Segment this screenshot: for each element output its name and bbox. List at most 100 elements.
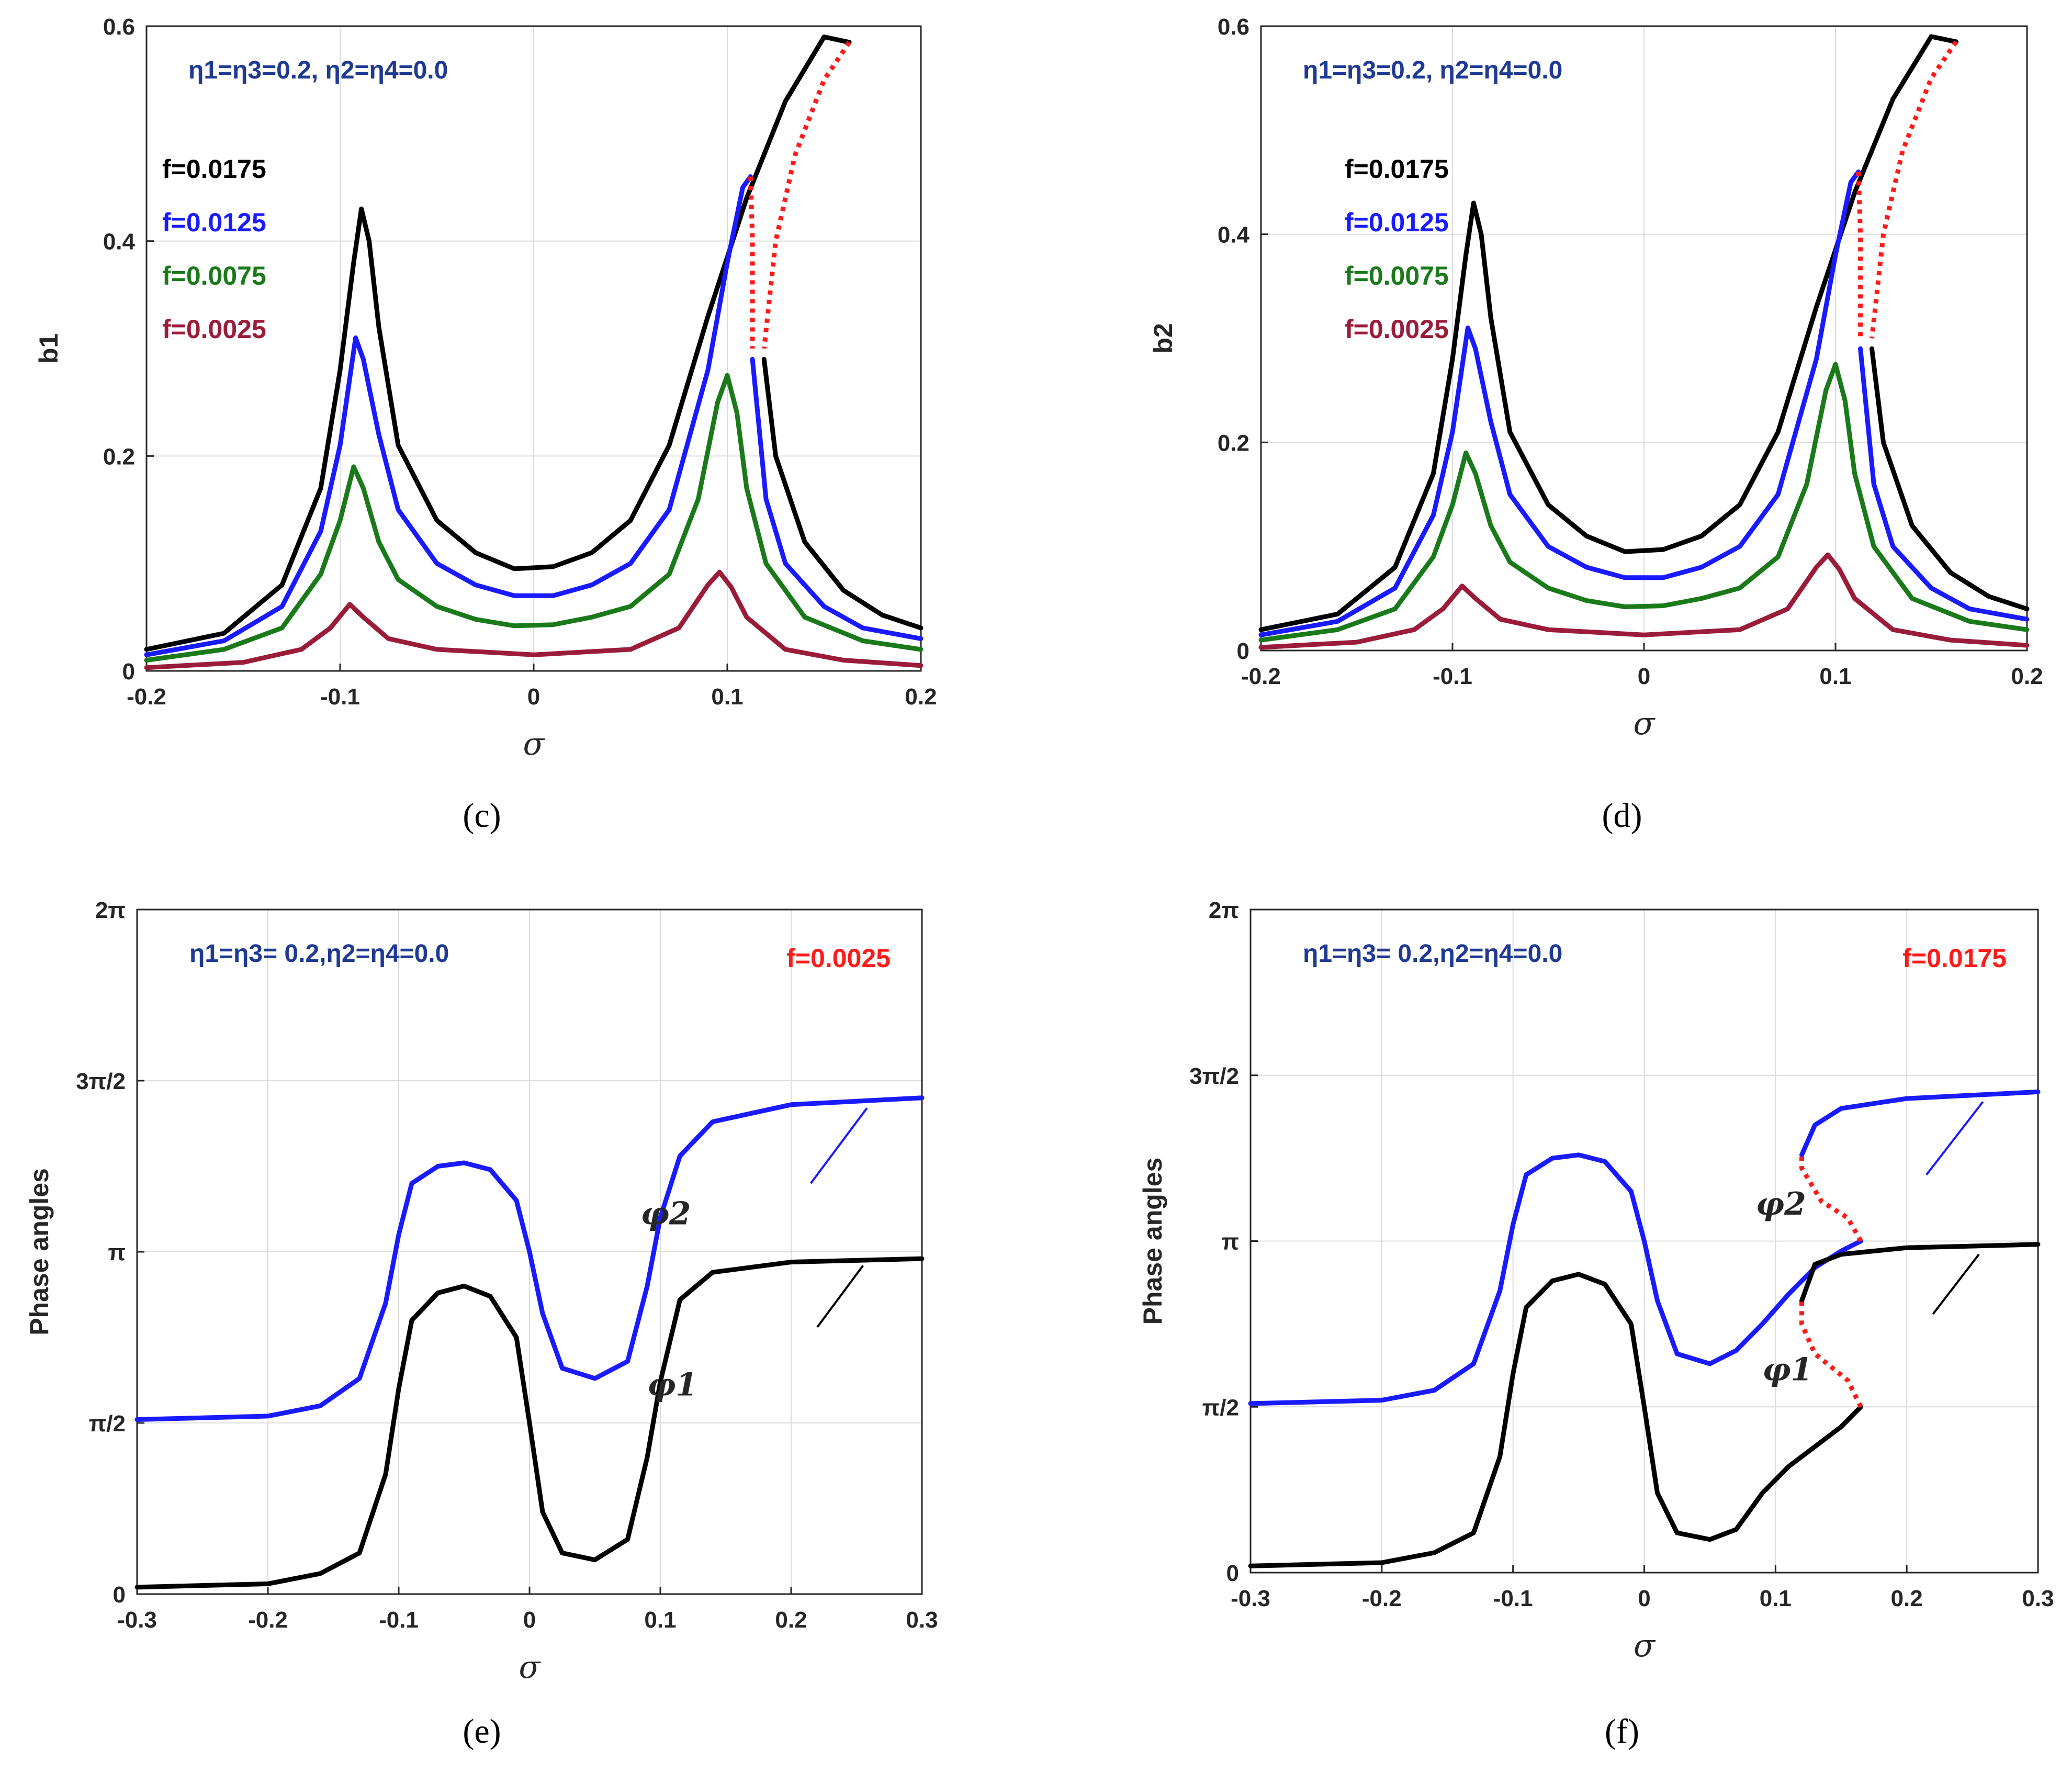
x-tick-label: 0.2 (775, 1607, 807, 1633)
series-line (750, 357, 924, 641)
legend-entry: f=0.0075 (1345, 261, 1449, 290)
y-tick-label: 0.4 (103, 229, 136, 255)
series-line (761, 357, 924, 631)
y-tick-label: π (108, 1240, 126, 1265)
unstable-branch (1799, 1300, 1863, 1408)
panel-label: (d) (1602, 797, 1642, 835)
legend-entry: f=0.0075 (162, 261, 266, 290)
series-f=0.0125 (1258, 169, 2030, 637)
series-φ1 (134, 1256, 925, 1590)
legend-entry: f=0.0175 (1345, 154, 1449, 184)
x-axis-label: σ (519, 1649, 542, 1686)
x-tick-label: 0.1 (711, 684, 743, 710)
series-line (134, 1256, 925, 1590)
x-tick-label: -0.2 (127, 684, 166, 710)
series-line (134, 1095, 925, 1422)
unstable-branch (761, 41, 851, 349)
y-tick-label: 0 (1237, 638, 1249, 664)
x-tick-label: 0.3 (2022, 1586, 2054, 1611)
y-tick-label: 2π (95, 898, 126, 923)
y-axis-label: b1 (34, 333, 63, 364)
phi1-annotation: φ1 (1762, 1352, 1812, 1388)
series-line (1258, 169, 1861, 637)
y-tick-label: 0.2 (103, 444, 135, 469)
y-tick-label: 0.6 (1218, 14, 1249, 40)
eta-annotation: η1=η3= 0.2,η2=η4=0.0 (1303, 940, 1562, 968)
legend-entry: f=0.0125 (162, 208, 266, 237)
series-line (1858, 346, 2030, 622)
phi1-annotation: φ1 (647, 1367, 697, 1404)
series-f=0.0125 (144, 174, 924, 657)
x-tick-label: 0 (1638, 664, 1650, 689)
legend-entry: f=0.0175 (162, 154, 266, 184)
x-tick-label: 0 (527, 684, 540, 710)
x-tick-label: -0.2 (1362, 1586, 1402, 1611)
x-tick-label: 0.1 (1819, 664, 1851, 689)
series-f=0.0075 (1258, 362, 2030, 643)
x-tick-label: -0.1 (1433, 664, 1472, 689)
chart-panel-c: -0.2 -0.1 0 0.1 0.2 0 0.2 0.4 0.6 η1=η3=0.2, η2=η… (34, 14, 937, 835)
series-line (1248, 1152, 1863, 1406)
series-line (1870, 346, 2030, 611)
y-tick-label: 2π (1209, 898, 1239, 923)
series-line (1799, 1242, 2041, 1303)
forcing-label: f=0.0175 (1902, 944, 2007, 973)
y-tick-label: 0.4 (1218, 222, 1250, 248)
x-axis-label: σ (1634, 1628, 1656, 1664)
eta-annotation: η1=η3=0.2, η2=η4=0.0 (188, 57, 448, 84)
series-f=0.0075 (144, 373, 924, 663)
phi2-arrow (1925, 1101, 1984, 1176)
legend-entry: f=0.0125 (1345, 208, 1449, 237)
x-tick-label: -0.1 (320, 684, 360, 710)
y-tick-label: 0 (122, 659, 135, 685)
series-f=0.0025 (144, 569, 924, 670)
series-φ2 (134, 1095, 925, 1422)
x-tick-label: 0.3 (906, 1607, 938, 1633)
x-tick-label: 0 (1638, 1586, 1650, 1611)
panel-label: (c) (463, 797, 501, 835)
chart-panel-e: -0.3 -0.2 -0.1 0 0.1 0.2 0.3 0 π/2 π 3π/2 2π η1=η3= … (25, 898, 938, 1751)
legend-entry: f=0.0025 (1345, 315, 1449, 344)
x-tick-label: 0.2 (2011, 664, 2043, 689)
series-line (144, 174, 753, 657)
y-tick-label: π (1221, 1229, 1239, 1255)
axes-frame (136, 909, 923, 1595)
x-tick-label: 0.2 (905, 684, 937, 710)
series-line (1258, 362, 2030, 643)
forcing-label: f=0.0025 (786, 944, 891, 973)
series-line (144, 569, 924, 670)
y-axis-label: Phase angles (25, 1168, 54, 1336)
unstable-branch (1870, 40, 1958, 339)
x-axis-label: σ (523, 726, 546, 762)
y-tick-label: π/2 (89, 1411, 126, 1437)
series-line (144, 373, 924, 663)
y-axis-label: Phase angles (1138, 1158, 1167, 1325)
unstable-branch (1856, 172, 1863, 339)
axes-frame (1249, 909, 2039, 1574)
x-tick-label: -0.3 (1231, 1586, 1270, 1611)
unstable-branch (748, 176, 755, 349)
x-tick-label: -0.3 (117, 1607, 157, 1633)
phi2-annotation: φ2 (1756, 1186, 1806, 1223)
phi2-arrow (809, 1107, 868, 1184)
series-φ1 (1248, 1242, 2041, 1568)
chart-panel-f: -0.3 -0.2 -0.1 0 0.1 0.2 0.3 0 π/2 π 3π/2 2π η1=η3= … (1138, 898, 2054, 1751)
y-tick-label: 3π/2 (1189, 1063, 1239, 1089)
x-tick-label: 0 (523, 1607, 536, 1633)
x-tick-label: -0.2 (248, 1607, 288, 1633)
eta-annotation: η1=η3= 0.2,η2=η4=0.0 (189, 940, 449, 968)
y-tick-label: 3π/2 (76, 1069, 126, 1094)
unstable-branch (1799, 1154, 1863, 1242)
x-tick-label: 0.1 (644, 1607, 676, 1633)
x-tick-label: 0.1 (1760, 1586, 1792, 1611)
y-tick-label: 0 (1226, 1561, 1239, 1586)
x-axis-label: σ (1634, 705, 1656, 742)
y-tick-label: 0.6 (103, 14, 135, 40)
chart-panel-d: -0.2 -0.1 0 0.1 0.2 0 0.2 0.4 0.6 η1=η3=0.2, η2=η… (1148, 14, 2043, 835)
series-φ2 (1248, 1089, 2041, 1406)
phi1-arrow (816, 1264, 864, 1328)
series-line (1799, 1089, 2041, 1158)
series-line (1258, 552, 2030, 650)
eta-annotation: η1=η3=0.2, η2=η4=0.0 (1303, 57, 1562, 84)
